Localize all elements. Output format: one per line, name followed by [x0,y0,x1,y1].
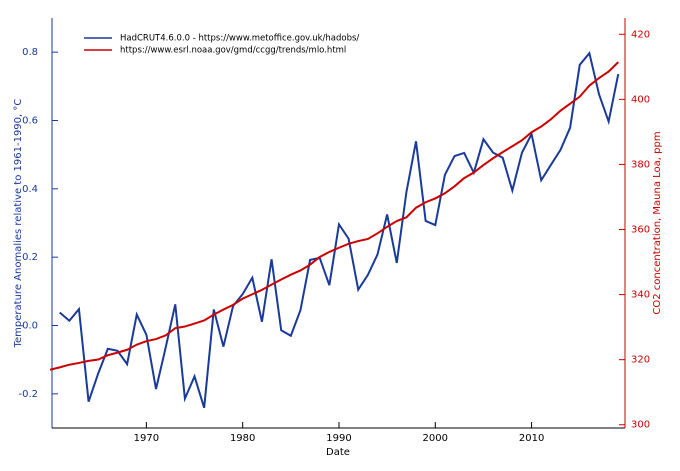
x-axis-title: Date [326,447,350,458]
y-tick-label: -0.2 [18,389,38,400]
series-line [59,51,620,409]
y2-tick-label: 360 [631,225,650,236]
y-tick-label: 0.8 [22,47,38,58]
y2-tick-label: 300 [631,420,650,431]
x-tick-label: 1980 [230,433,255,444]
y-tick-label: 0.6 [22,116,38,127]
y2-tick-label: 320 [631,355,650,366]
y2-tick-label: 380 [631,159,650,170]
y2-axis-title: CO2 concentration, Mauna Loa, ppm [652,131,663,314]
x-tick-label: 1990 [326,433,351,444]
x-tick-label: 1970 [134,433,159,444]
legend-label: HadCRUT4.6.0.0 - https://www.metoffice.g… [120,34,359,44]
y-tick-label: 0.0 [22,321,38,332]
series-line [49,61,619,371]
y-tick-label: 0.2 [22,252,38,263]
y2-tick-label: 400 [631,94,650,105]
legend-label: https://www.esrl.noaa.gov/gmd/ccgg/trend… [120,46,346,56]
legend: HadCRUT4.6.0.0 - https://www.metoffice.g… [84,34,359,56]
x-tick-label: 2010 [519,433,544,444]
y-tick-label: 0.4 [22,184,38,195]
x-tick-label: 2000 [423,433,448,444]
y2-tick-label: 420 [631,29,650,40]
y-axis-title: Temperature Anomalies relative to 1961-1… [13,99,24,349]
y2-tick-label: 340 [631,290,650,301]
